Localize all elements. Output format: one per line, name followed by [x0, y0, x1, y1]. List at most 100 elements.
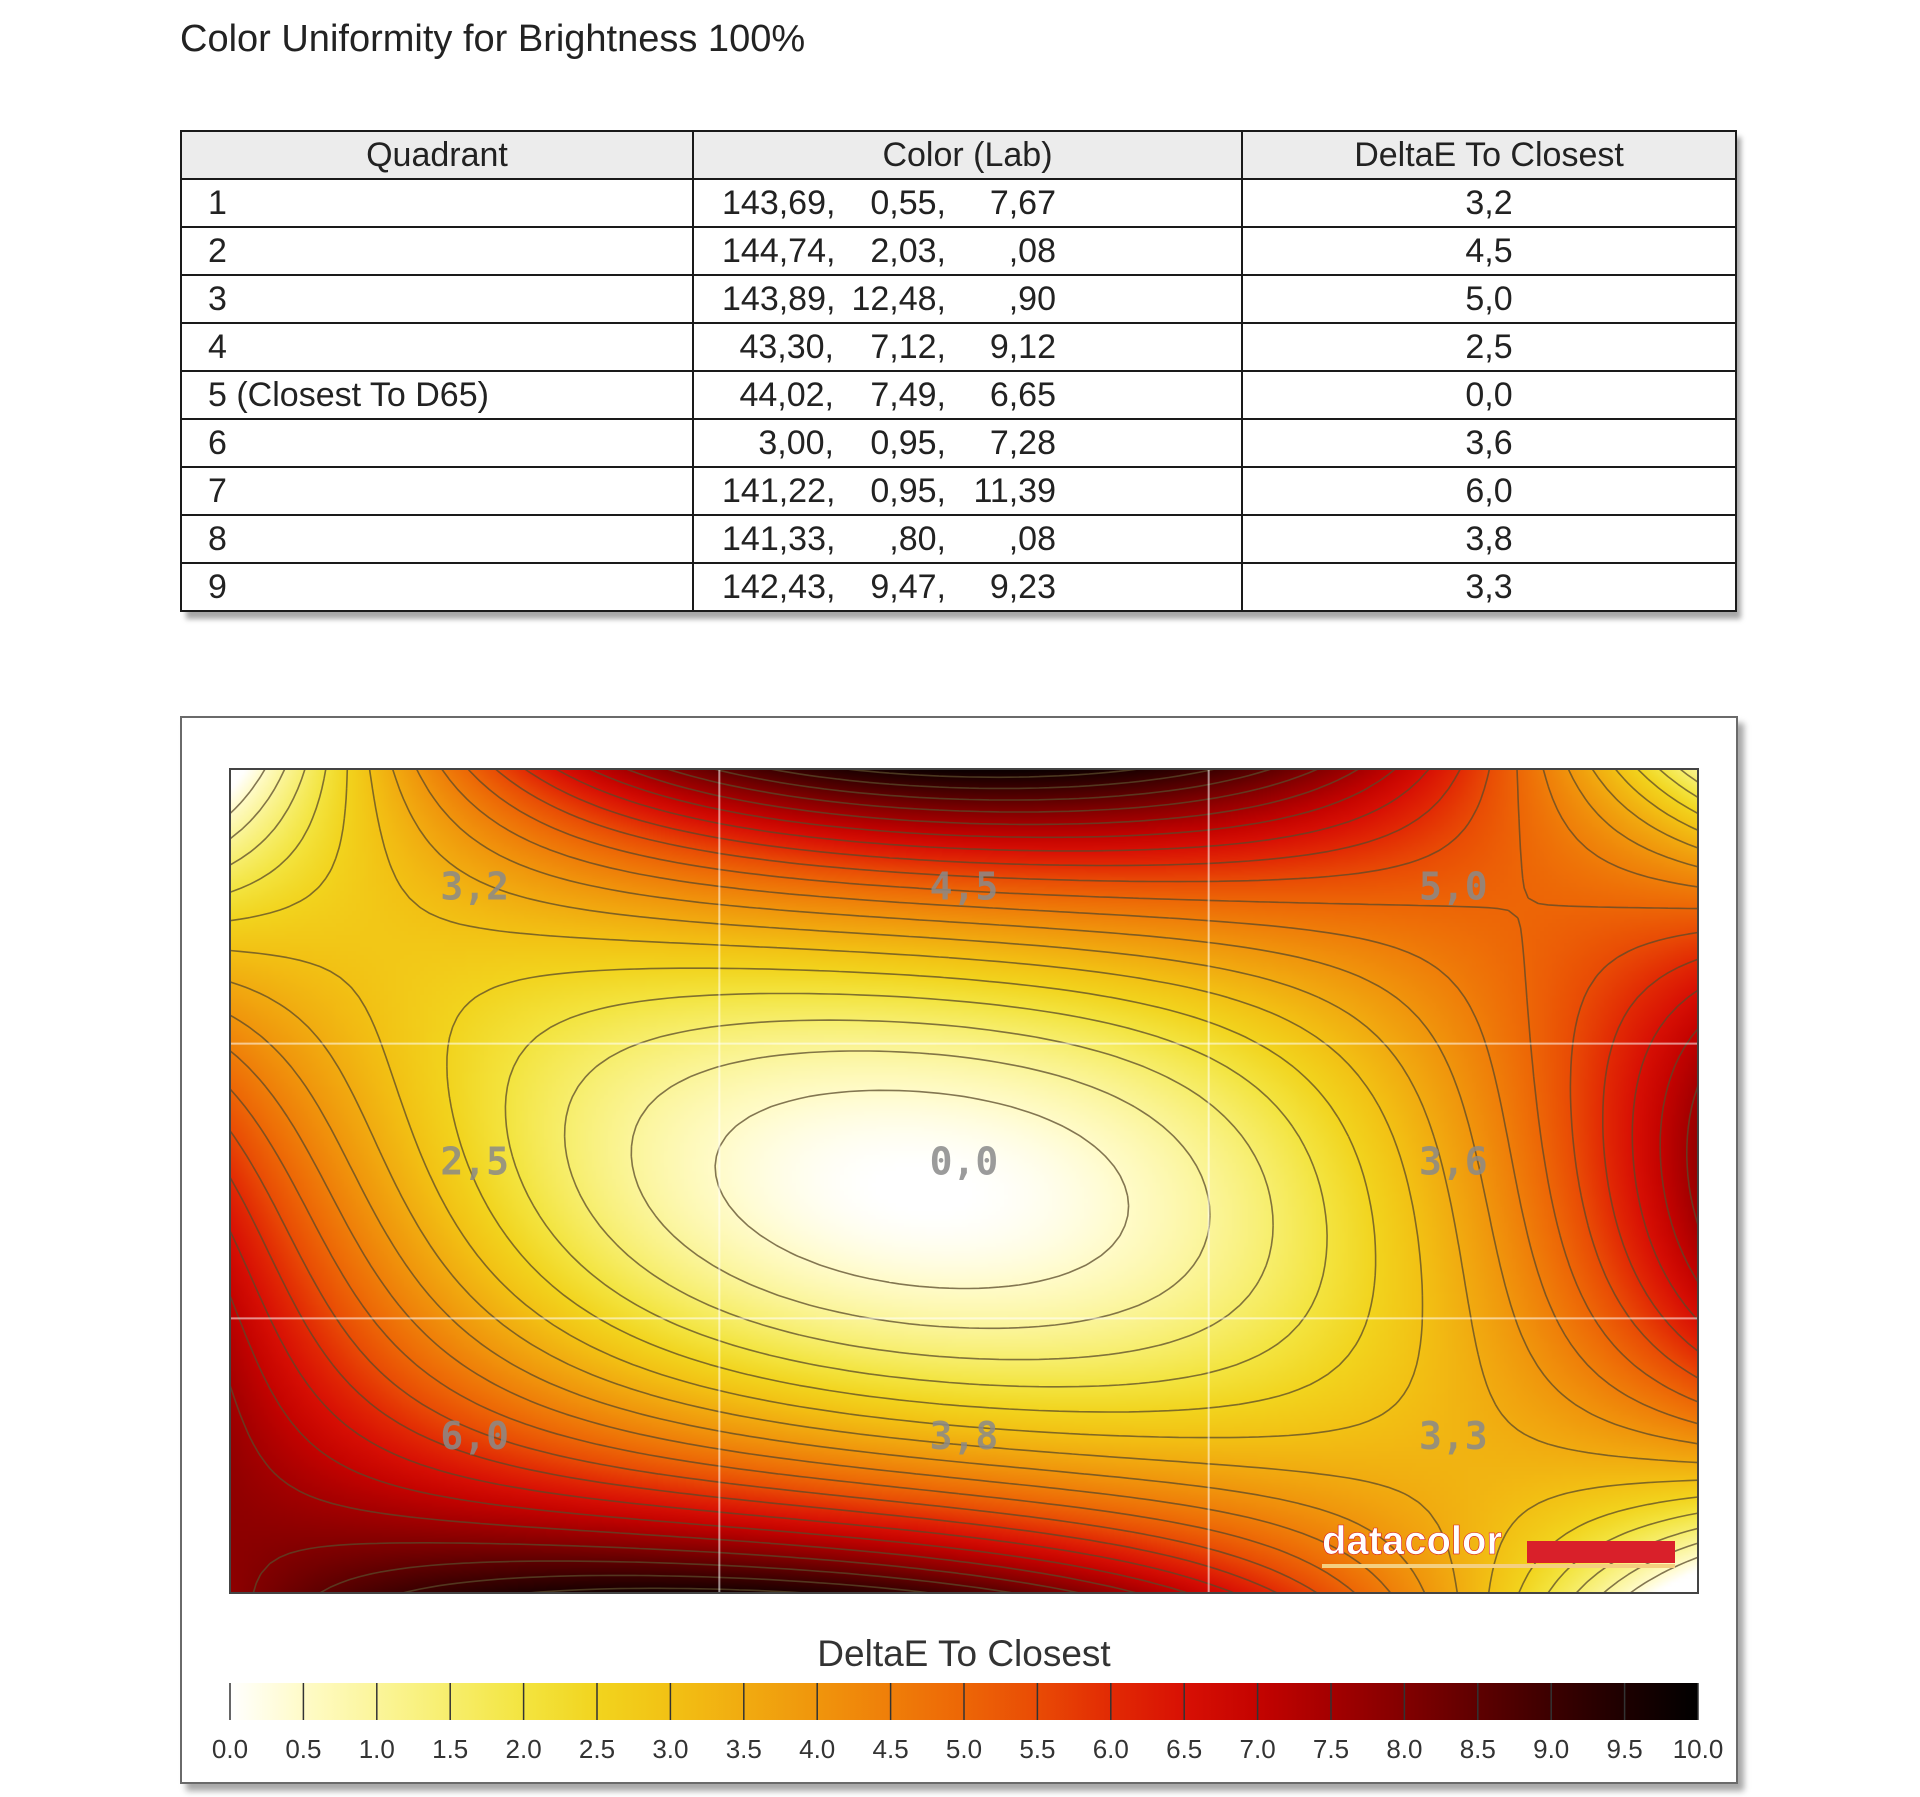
contour-line	[230, 769, 1698, 1593]
table-row: 9 142,43, 9,47, 9,23 3,3	[180, 562, 1737, 612]
cell-color-lab: 144,74, 2,03, ,08	[692, 226, 1243, 276]
cell-color-lab: 44,02, 7,49, 6,65	[692, 370, 1243, 420]
colorbar-tick-label: 8.5	[1460, 1734, 1496, 1764]
cell-label: 6,0	[440, 1414, 509, 1458]
cell-deltae: 4,5	[1241, 226, 1737, 276]
colorbar-tick-label: 5.5	[1019, 1734, 1055, 1764]
colorbar-tick-label: 3.0	[652, 1734, 688, 1764]
colorbar-tick-label: 7.5	[1313, 1734, 1349, 1764]
table-row: 5 (Closest To D65) 44,02, 7,49, 6,65 0,0	[180, 370, 1737, 420]
colorbar-tick-label: 1.0	[359, 1734, 395, 1764]
colorbar-title: DeltaE To Closest	[817, 1633, 1111, 1674]
lab-component-b: 7,28	[989, 423, 1056, 462]
cell-deltae: 3,6	[1241, 418, 1737, 468]
cell-color-lab: 3,00, 0,95, 7,28	[692, 418, 1243, 468]
logo-underline	[1322, 1564, 1675, 1568]
colorbar-tick-label: 9.5	[1607, 1734, 1643, 1764]
contour-line	[230, 769, 1698, 1593]
cell-deltae: 3,3	[1241, 562, 1737, 612]
table-header-row: Quadrant Color (Lab) DeltaE To Closest	[180, 130, 1737, 180]
lab-component-l: 142,43,	[722, 567, 836, 606]
colorbar-tick-label: 4.0	[799, 1734, 835, 1764]
table-row: 7 141,22, 0,95, 11,39 6,0	[180, 466, 1737, 516]
cell-color-lab: 142,43, 9,47, 9,23	[692, 562, 1243, 612]
page-title: Color Uniformity for Brightness 100%	[180, 18, 806, 60]
lab-component-b: 11,39	[973, 471, 1056, 510]
cell-deltae: 3,8	[1241, 514, 1737, 564]
cell-quadrant: 7	[180, 466, 694, 516]
colorbar-tick-label: 2.0	[506, 1734, 542, 1764]
colorbar-labels: 0.0 0.5 1.0 1.5 2.0 2.5 3.0 3.5 4.0 4.5 5.0 5.5 6.0 6…	[212, 1734, 1723, 1764]
cell-color-lab: 141,22, 0,95, 11,39	[692, 466, 1243, 516]
lab-component-b: ,08	[1008, 231, 1056, 270]
cell-label: 3,2	[440, 865, 509, 909]
cell-quadrant: 8	[180, 514, 694, 564]
cell-deltae: 3,2	[1241, 178, 1737, 228]
lab-component-a: 9,47,	[870, 567, 946, 606]
colorbar-tick-label: 3.5	[726, 1734, 762, 1764]
lab-component-b: ,08	[1008, 519, 1056, 558]
cell-color-lab: 143,69, 0,55, 7,67	[692, 178, 1243, 228]
lab-component-a: 0,95,	[870, 423, 946, 462]
lab-component-b: 9,12	[989, 327, 1056, 366]
colorbar-tick-label: 8.0	[1386, 1734, 1422, 1764]
lab-component-l: 43,30,	[739, 327, 834, 366]
contour-lines	[230, 769, 1698, 1593]
colorbar-tick-label: 7.0	[1240, 1734, 1276, 1764]
lab-component-l: 141,33,	[722, 519, 836, 558]
colorbar-tick-label: 0.5	[285, 1734, 321, 1764]
uniformity-chart-panel: 3,2 4,5 5,0 2,5 0,0 3,6 6,0 3,8 3,3 datacolor De…	[180, 716, 1738, 1784]
colorbar-tick-label: 10.0	[1673, 1734, 1724, 1764]
uniformity-table: Quadrant Color (Lab) DeltaE To Closest 1…	[180, 130, 1737, 612]
uniformity-table-grid: Quadrant Color (Lab) DeltaE To Closest 1…	[180, 130, 1737, 612]
lab-component-l: 141,22,	[722, 471, 836, 510]
lab-component-a: 7,49,	[870, 375, 946, 414]
lab-component-l: 44,02,	[739, 375, 834, 414]
logo-bar	[1527, 1541, 1675, 1563]
header-deltae: DeltaE To Closest	[1241, 130, 1737, 180]
contour-line	[230, 769, 1698, 1593]
lab-component-b: 9,23	[989, 567, 1056, 606]
lab-component-l: 143,69,	[722, 183, 836, 222]
contour-line	[230, 769, 1698, 1593]
cell-label: 4,5	[930, 865, 999, 909]
contour-line	[230, 769, 1698, 1593]
logo-text: datacolor	[1322, 1519, 1502, 1563]
lab-component-l: 144,74,	[722, 231, 836, 270]
lab-component-l: 3,00,	[758, 423, 834, 462]
cell-deltae: 0,0	[1241, 370, 1737, 420]
cell-quadrant: 9	[180, 562, 694, 612]
cell-label: 5,0	[1419, 865, 1488, 909]
colorbar-tick-label: 4.5	[873, 1734, 909, 1764]
cell-color-lab: 143,89, 12,48, ,90	[692, 274, 1243, 324]
contour-line	[230, 769, 1698, 1593]
lab-component-a: 0,55,	[870, 183, 946, 222]
cell-quadrant: 2	[180, 226, 694, 276]
colorbar-tick-label: 6.0	[1093, 1734, 1129, 1764]
header-quadrant: Quadrant	[180, 130, 694, 180]
cell-label: 3,6	[1419, 1139, 1488, 1183]
colorbar-tick-label: 5.0	[946, 1734, 982, 1764]
lab-component-a: 12,48,	[851, 279, 946, 318]
cell-deltae: 6,0	[1241, 466, 1737, 516]
cell-label: 3,8	[930, 1414, 999, 1458]
cell-deltae: 2,5	[1241, 322, 1737, 372]
colorbar-tick-label: 1.5	[432, 1734, 468, 1764]
cell-quadrant: 3	[180, 274, 694, 324]
table-row: 8 141,33, ,80, ,08 3,8	[180, 514, 1737, 564]
cell-quadrant: 6	[180, 418, 694, 468]
cell-label: 3,3	[1419, 1414, 1488, 1458]
plot-border	[229, 768, 1699, 1594]
lab-component-a: ,80,	[889, 519, 946, 558]
colorbar-tick-label: 6.5	[1166, 1734, 1202, 1764]
lab-component-b: 6,65	[989, 375, 1056, 414]
table-row: 6 3,00, 0,95, 7,28 3,6	[180, 418, 1737, 468]
colorbar-ticks	[229, 1683, 1699, 1720]
lab-component-a: 2,03,	[870, 231, 946, 270]
table-row: 2 144,74, 2,03, ,08 4,5	[180, 226, 1737, 276]
cell-color-lab: 43,30, 7,12, 9,12	[692, 322, 1243, 372]
lab-component-b: ,90	[1008, 279, 1056, 318]
cell-deltae: 5,0	[1241, 274, 1737, 324]
lab-component-a: 0,95,	[870, 471, 946, 510]
header-color-lab: Color (Lab)	[692, 130, 1243, 180]
